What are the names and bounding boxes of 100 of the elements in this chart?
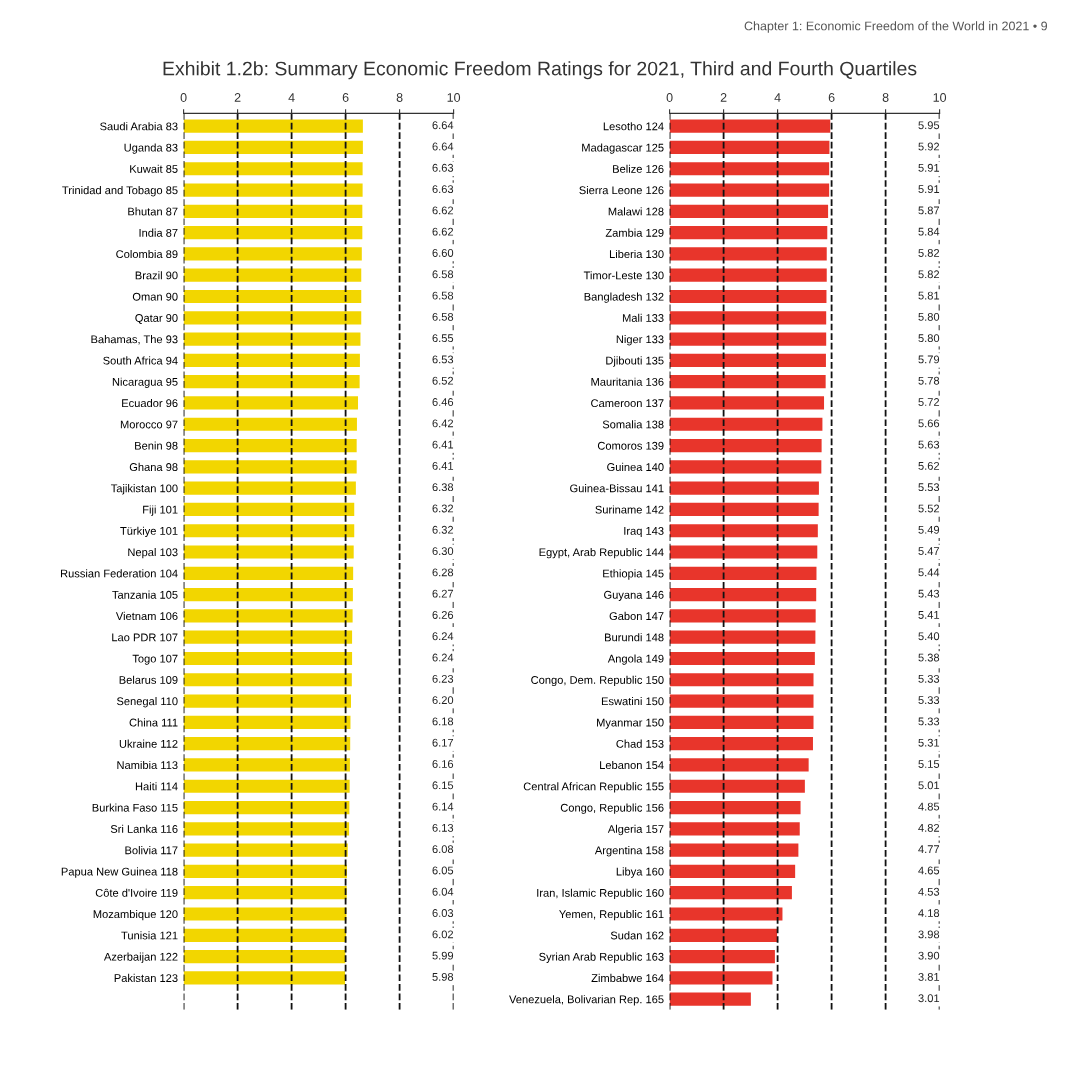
data-label: 6.58	[432, 312, 454, 321]
y-tick-label: Haiti 114	[135, 782, 178, 791]
bar	[183, 843, 348, 857]
y-tick-label: Iraq 143	[624, 526, 664, 538]
y-tick-label: Ecuador 96	[122, 398, 178, 408]
data-label: 6.64	[432, 121, 454, 130]
y-tick-label: Guinea 140	[607, 462, 664, 471]
y-tick-label: Guinea-Bissau 141	[570, 484, 664, 493]
y-tick-label: Comoros 139	[597, 441, 664, 450]
y-tick-label: Mali 133	[622, 313, 664, 322]
data-label: 6.24	[432, 653, 454, 662]
y-tick-label: Burkina Faso 115	[92, 803, 178, 812]
bar	[669, 949, 775, 964]
text: Chapter 1: Economic Freedom of the World in 2021 • 9	[744, 21, 1048, 33]
y-tick-label: Kuwait 85	[130, 164, 178, 173]
data-label: 3.98	[918, 930, 940, 939]
bar	[669, 226, 828, 240]
data-label: 6.63	[432, 185, 454, 194]
data-label: 5.44	[918, 568, 940, 577]
y-tick-label: Saudi Arabia 83	[100, 122, 178, 131]
bar	[183, 545, 354, 559]
bar	[669, 481, 819, 495]
bar	[183, 226, 363, 240]
bar	[669, 162, 830, 176]
y-tick-label: Benin 98	[135, 441, 178, 450]
data-label: 6.17	[432, 738, 454, 747]
bar	[669, 311, 827, 325]
data-label: 5.99	[432, 951, 454, 960]
data-label: 4.65	[918, 866, 940, 875]
data-label: 5.78	[918, 376, 940, 385]
x-tick-label: 4	[774, 93, 781, 102]
bar	[669, 353, 826, 367]
bar	[183, 822, 350, 836]
y-tick-label: Tunisia 121	[121, 931, 178, 940]
y-tick-label: Congo, Republic 156	[560, 803, 664, 814]
bar	[669, 907, 783, 921]
y-tick-label: Somalia 138	[602, 420, 664, 429]
y-tick-label: Côte d'Ivoire 119	[95, 888, 178, 897]
y-tick-label: Iran, Islamic Republic 160	[537, 888, 664, 900]
data-label: 6.55	[432, 334, 454, 343]
y-tick-label: Angola 149	[607, 654, 664, 665]
bar	[669, 992, 751, 1006]
data-label: 5.41	[918, 611, 940, 619]
data-label: 3.01	[918, 994, 940, 1003]
data-label: 6.18	[432, 717, 454, 726]
data-label: 6.13	[432, 823, 454, 832]
data-label: 5.49	[918, 525, 940, 534]
bar	[669, 843, 799, 857]
data-label: 6.42	[432, 419, 454, 428]
y-tick-label: Bhutan 87	[128, 207, 178, 216]
data-label: 5.92	[918, 142, 940, 151]
data-label: 6.28	[432, 568, 454, 577]
y-tick-label: Timor-Leste 130	[583, 271, 664, 280]
y-tick-label: India 87	[139, 228, 178, 237]
y-tick-label: Guyana 146	[604, 590, 664, 601]
y-tick-label: Sierra Leone 126	[579, 186, 664, 195]
data-label: 6.04	[432, 887, 454, 896]
bar	[183, 183, 363, 197]
data-label: 5.33	[918, 717, 940, 726]
data-label: 6.16	[432, 760, 454, 768]
bar	[183, 396, 359, 410]
y-tick-label: Ghana 98	[129, 462, 178, 471]
bar	[669, 800, 801, 815]
data-label: 5.80	[918, 334, 940, 343]
data-label: 5.80	[918, 312, 940, 321]
bar	[669, 204, 829, 218]
data-label: 6.27	[432, 589, 454, 598]
y-tick-label: Oman 90	[132, 292, 178, 301]
data-label: 4.82	[918, 823, 940, 832]
data-label: 6.05	[432, 866, 454, 875]
data-label: 5.63	[918, 440, 940, 449]
y-tick-label: Vietnam 106	[115, 611, 178, 621]
y-tick-label: Tanzania 105	[112, 590, 178, 599]
data-label: 5.01	[918, 781, 940, 790]
x-tick-label: 8	[396, 93, 403, 102]
y-tick-label: Central African Republic 155	[523, 782, 664, 793]
y-tick-label: Namibia 113	[117, 760, 178, 770]
data-label: 6.14	[432, 802, 454, 811]
data-label: 5.33	[918, 674, 940, 683]
data-label: 6.08	[432, 845, 454, 854]
data-label: 6.64	[432, 142, 454, 151]
bar	[183, 971, 346, 985]
y-tick-label: Congo, Dem. Republic 150	[531, 675, 664, 687]
y-tick-label: Djibouti 135	[606, 356, 664, 367]
bar	[183, 907, 347, 921]
data-label: 6.53	[432, 355, 454, 364]
bar	[669, 928, 778, 942]
bar	[183, 694, 351, 708]
bar	[183, 566, 354, 580]
y-tick-label: Eswatini 150	[601, 697, 664, 706]
bar	[669, 119, 831, 133]
y-tick-label: Myanmar 150	[597, 718, 664, 729]
data-label: 6.62	[432, 227, 454, 236]
y-tick-label: Nepal 103	[128, 547, 178, 559]
y-tick-label: Argentina 158	[594, 846, 664, 857]
y-tick-label: Algeria 157	[607, 824, 664, 836]
data-label: 6.26	[432, 611, 454, 619]
y-tick-label: Niger 133	[616, 335, 664, 346]
data-label: 6.58	[432, 270, 454, 279]
data-label: 5.40	[918, 632, 940, 641]
